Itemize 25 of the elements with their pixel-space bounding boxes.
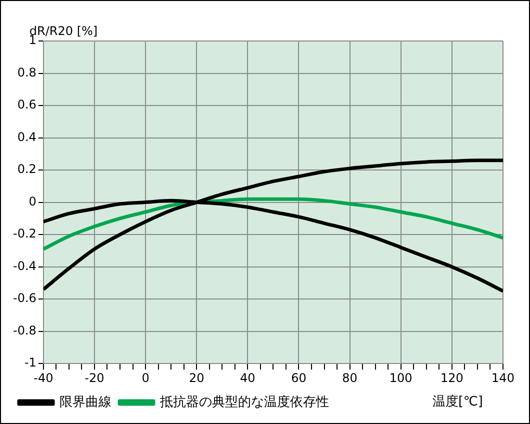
- legend-label: 限界曲線: [60, 394, 112, 410]
- y-tick-label: 0.2: [17, 162, 36, 176]
- x-tick-label: 120: [440, 370, 464, 385]
- y-tick-label: -1: [24, 356, 36, 370]
- y-tick-label: 0.4: [17, 130, 36, 144]
- legend-label: 抵抗器の典型的な温度依存性: [159, 394, 329, 410]
- y-tick-label: -0.2: [12, 226, 36, 241]
- x-tick-label: 40: [240, 370, 256, 385]
- y-tick-label: -0.8: [12, 323, 36, 338]
- y-tick-label: 0.6: [17, 98, 36, 112]
- line-series: [43, 197, 503, 251]
- x-tick-label: 100: [389, 370, 412, 385]
- y-tick-label: -0.4: [12, 258, 36, 273]
- x-tick-label: 140: [492, 370, 514, 385]
- y-tick-label: 0.8: [17, 65, 36, 80]
- x-tick-label: 20: [188, 370, 204, 385]
- y-tick-label: 0: [28, 194, 36, 208]
- x-tick-label: -40: [34, 370, 54, 385]
- x-tick-label: 0: [142, 370, 150, 385]
- x-tick-label: 80: [342, 370, 358, 385]
- x-tick-label: 60: [291, 370, 306, 385]
- line-series: [43, 158, 503, 292]
- y-tick-label: -0.6: [12, 291, 36, 306]
- x-axis-title: 温度[℃]: [432, 393, 483, 410]
- x-tick-label: -20: [84, 370, 104, 385]
